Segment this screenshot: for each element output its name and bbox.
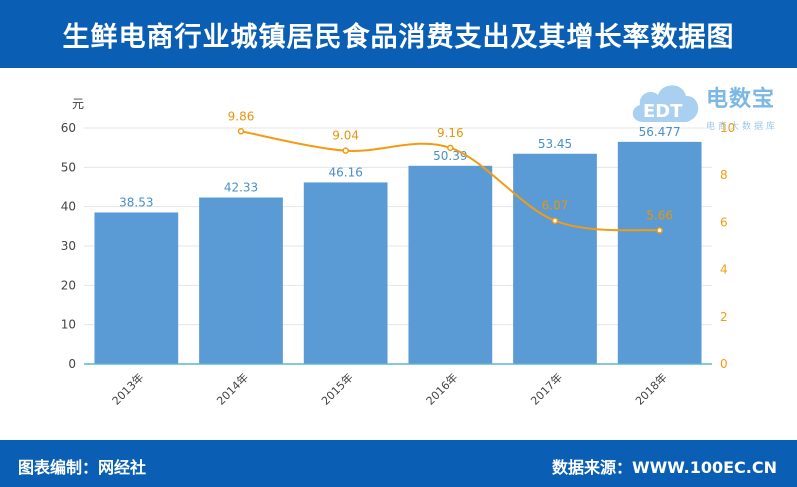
y-tick-label: 60 <box>61 121 76 135</box>
x-tick-label: 2015年 <box>318 370 355 407</box>
bar-value-label: 46.16 <box>328 165 362 179</box>
y-tick-label: 20 <box>61 278 76 292</box>
footer-source: 数据来源：WWW.100EC.CN <box>551 458 777 477</box>
cloud-icon: EDT <box>632 85 699 123</box>
logo-brand: 电数宝 <box>706 87 776 112</box>
x-tick-label: 2014年 <box>214 370 251 407</box>
x-tick-label: 2016年 <box>423 370 460 407</box>
y-tick-label: 30 <box>61 239 76 253</box>
line-value-label: 9.16 <box>437 126 464 140</box>
y-tick-label: 0 <box>68 357 76 371</box>
logo-subtitle: 电商大数据库 <box>706 122 779 132</box>
bar <box>94 212 179 364</box>
y2-tick-label: 4 <box>720 263 728 277</box>
x-tick-label: 2013年 <box>109 370 146 407</box>
logo: EDT 电数宝 电商大数据库 <box>627 74 792 134</box>
line-point <box>342 147 349 154</box>
line-value-label: 6.07 <box>542 199 569 213</box>
y-tick-label: 40 <box>61 200 76 214</box>
line-value-label: 9.86 <box>228 109 255 123</box>
line-point <box>447 144 454 152</box>
bar <box>513 153 597 364</box>
line-value-label: 5.66 <box>646 208 673 222</box>
x-tick-label: 2017年 <box>528 370 565 407</box>
footer-bar: 图表编制：网经社 数据来源：WWW.100EC.CN <box>0 440 797 487</box>
y2-tick-label: 8 <box>720 168 728 182</box>
bar <box>408 165 493 364</box>
page-title: 生鲜电商行业城镇居民食品消费支出及其增长率数据图 <box>62 21 735 53</box>
line-point <box>551 217 559 224</box>
y2-tick-label: 2 <box>720 310 728 324</box>
line-point <box>656 227 663 234</box>
line-point <box>237 128 245 135</box>
bar <box>199 197 283 364</box>
bar-value-label: 38.53 <box>119 195 153 209</box>
title-bar: 生鲜电商行业城镇居民食品消费支出及其增长率数据图 <box>0 0 797 68</box>
bar-value-label: 53.45 <box>538 137 572 151</box>
logo-mark: EDT <box>643 101 683 122</box>
chart: 01020304050600246810元38.5342.3346.1650.3… <box>61 97 736 408</box>
footer-credit: 图表编制：网经社 <box>18 458 147 477</box>
bar <box>617 141 702 364</box>
line-value-label: 9.04 <box>332 129 359 143</box>
x-tick-label: 2018年 <box>632 370 669 407</box>
y2-tick-label: 6 <box>720 215 728 229</box>
bar-value-label: 42.33 <box>224 181 258 195</box>
y-tick-label: 50 <box>61 160 76 174</box>
bar-value-label: 56.477 <box>639 125 681 139</box>
bar <box>303 182 388 364</box>
y2-tick-label: 0 <box>720 357 728 371</box>
y2-tick-label: 10 <box>720 121 735 135</box>
y-axis-label: 元 <box>72 97 84 111</box>
y-tick-label: 10 <box>61 318 76 332</box>
